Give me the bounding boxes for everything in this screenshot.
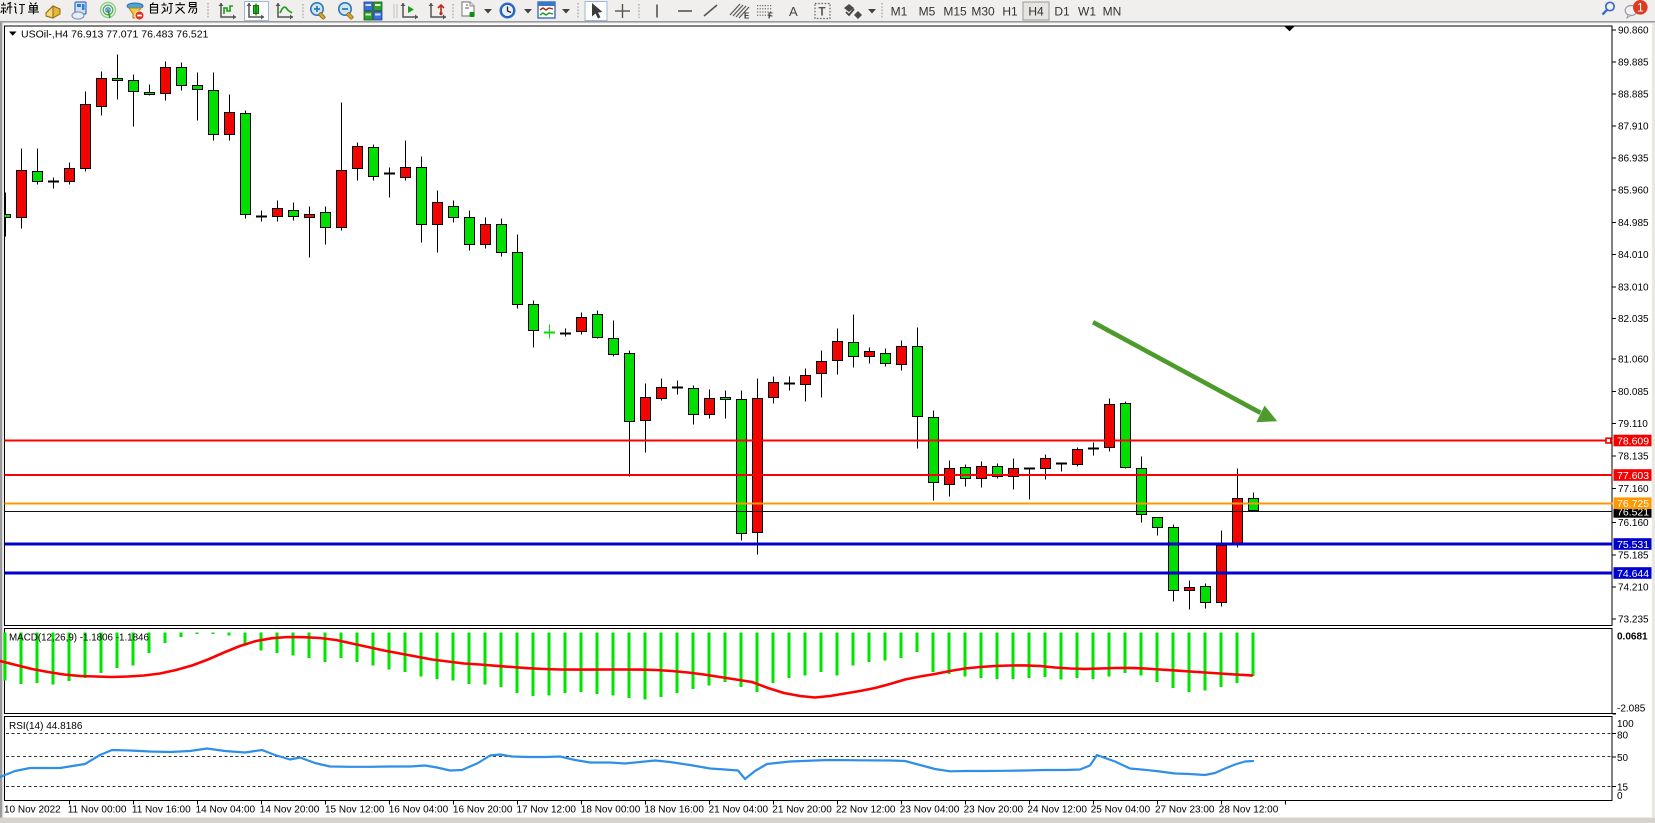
svg-text:A: A [789, 4, 798, 19]
svg-text:74.644: 74.644 [1617, 568, 1649, 580]
svg-text:MN: MN [1103, 5, 1122, 19]
svg-text:73.235: 73.235 [1618, 615, 1649, 626]
svg-text:100: 100 [1617, 719, 1634, 730]
svg-text:75.531: 75.531 [1617, 539, 1649, 551]
svg-text:11 Nov 00:00: 11 Nov 00:00 [68, 805, 127, 816]
svg-text:0: 0 [1617, 791, 1623, 802]
svg-text:11 Nov 16:00: 11 Nov 16:00 [132, 805, 191, 816]
svg-text:M15: M15 [943, 5, 967, 19]
svg-text:22 Nov 12:00: 22 Nov 12:00 [836, 805, 896, 816]
svg-text:14 Nov 20:00: 14 Nov 20:00 [260, 805, 320, 816]
svg-text:16 Nov 04:00: 16 Nov 04:00 [389, 805, 449, 816]
svg-text:89.885: 89.885 [1618, 58, 1649, 69]
svg-text:79.110: 79.110 [1618, 419, 1648, 430]
svg-text:86.935: 86.935 [1618, 154, 1649, 165]
svg-text:74.210: 74.210 [1618, 583, 1649, 594]
svg-text:21 Nov 20:00: 21 Nov 20:00 [772, 805, 832, 816]
svg-text:T: T [819, 7, 826, 19]
svg-text:78.609: 78.609 [1617, 435, 1649, 447]
svg-text:90.860: 90.860 [1618, 26, 1649, 37]
svg-text:16 Nov 20:00: 16 Nov 20:00 [453, 805, 513, 816]
svg-text:76.725: 76.725 [1617, 498, 1649, 510]
svg-text:USOil-,H4 76.913 77.071 76.48: USOil-,H4 76.913 77.071 76.483 76.521 [21, 29, 209, 41]
svg-text:80.085: 80.085 [1618, 387, 1649, 398]
svg-text:E: E [744, 12, 750, 21]
svg-text:75.185: 75.185 [1618, 551, 1649, 562]
svg-text:18 Nov 16:00: 18 Nov 16:00 [644, 805, 704, 816]
svg-text:80: 80 [1617, 730, 1629, 741]
svg-text:23 Nov 04:00: 23 Nov 04:00 [900, 805, 960, 816]
svg-text:88.885: 88.885 [1618, 90, 1649, 101]
svg-text:15 Nov 12:00: 15 Nov 12:00 [325, 805, 385, 816]
svg-text:18 Nov 00:00: 18 Nov 00:00 [581, 805, 641, 816]
svg-text:85.960: 85.960 [1618, 186, 1649, 197]
svg-text:-2.085: -2.085 [1617, 704, 1646, 715]
svg-text:M1: M1 [891, 5, 908, 19]
svg-text:17 Nov 12:00: 17 Nov 12:00 [517, 805, 577, 816]
svg-text:1: 1 [1637, 1, 1644, 15]
svg-text:MACD(12,26,9) -1.1806 -1.1846: MACD(12,26,9) -1.1806 -1.1846 [9, 633, 150, 644]
svg-text:82.035: 82.035 [1618, 314, 1649, 325]
svg-text:24 Nov 12:00: 24 Nov 12:00 [1027, 805, 1087, 816]
svg-text:76.160: 76.160 [1618, 518, 1649, 529]
svg-text:23 Nov 20:00: 23 Nov 20:00 [964, 805, 1024, 816]
svg-text:84.985: 84.985 [1618, 218, 1649, 229]
svg-text:87.910: 87.910 [1618, 122, 1649, 133]
svg-text:15: 15 [1617, 783, 1629, 794]
svg-text:F: F [768, 12, 773, 21]
svg-text:25 Nov 04:00: 25 Nov 04:00 [1091, 805, 1151, 816]
svg-text:W1: W1 [1078, 5, 1096, 19]
svg-text:M30: M30 [971, 5, 995, 19]
svg-text:H4: H4 [1028, 5, 1044, 19]
svg-text:RSI(14) 44.8186: RSI(14) 44.8186 [9, 721, 83, 732]
svg-text:0.0681: 0.0681 [1617, 631, 1648, 642]
svg-text:76.521: 76.521 [1617, 507, 1649, 519]
svg-text:14 Nov 04:00: 14 Nov 04:00 [196, 805, 256, 816]
svg-text:77.603: 77.603 [1617, 470, 1649, 482]
svg-text:M5: M5 [919, 5, 936, 19]
svg-text:10 Nov 2022: 10 Nov 2022 [4, 805, 61, 816]
svg-text:21 Nov 04:00: 21 Nov 04:00 [709, 805, 769, 816]
svg-text:78.135: 78.135 [1618, 452, 1649, 463]
svg-text:50: 50 [1617, 753, 1629, 764]
svg-text:77.160: 77.160 [1618, 484, 1649, 495]
svg-text:H1: H1 [1002, 5, 1018, 19]
svg-text:27 Nov 23:00: 27 Nov 23:00 [1155, 805, 1215, 816]
svg-text:81.060: 81.060 [1618, 355, 1649, 366]
svg-text:28 Nov 12:00: 28 Nov 12:00 [1219, 805, 1279, 816]
svg-text:D1: D1 [1054, 5, 1070, 19]
svg-text:84.010: 84.010 [1618, 250, 1649, 261]
svg-text:83.010: 83.010 [1618, 283, 1649, 294]
